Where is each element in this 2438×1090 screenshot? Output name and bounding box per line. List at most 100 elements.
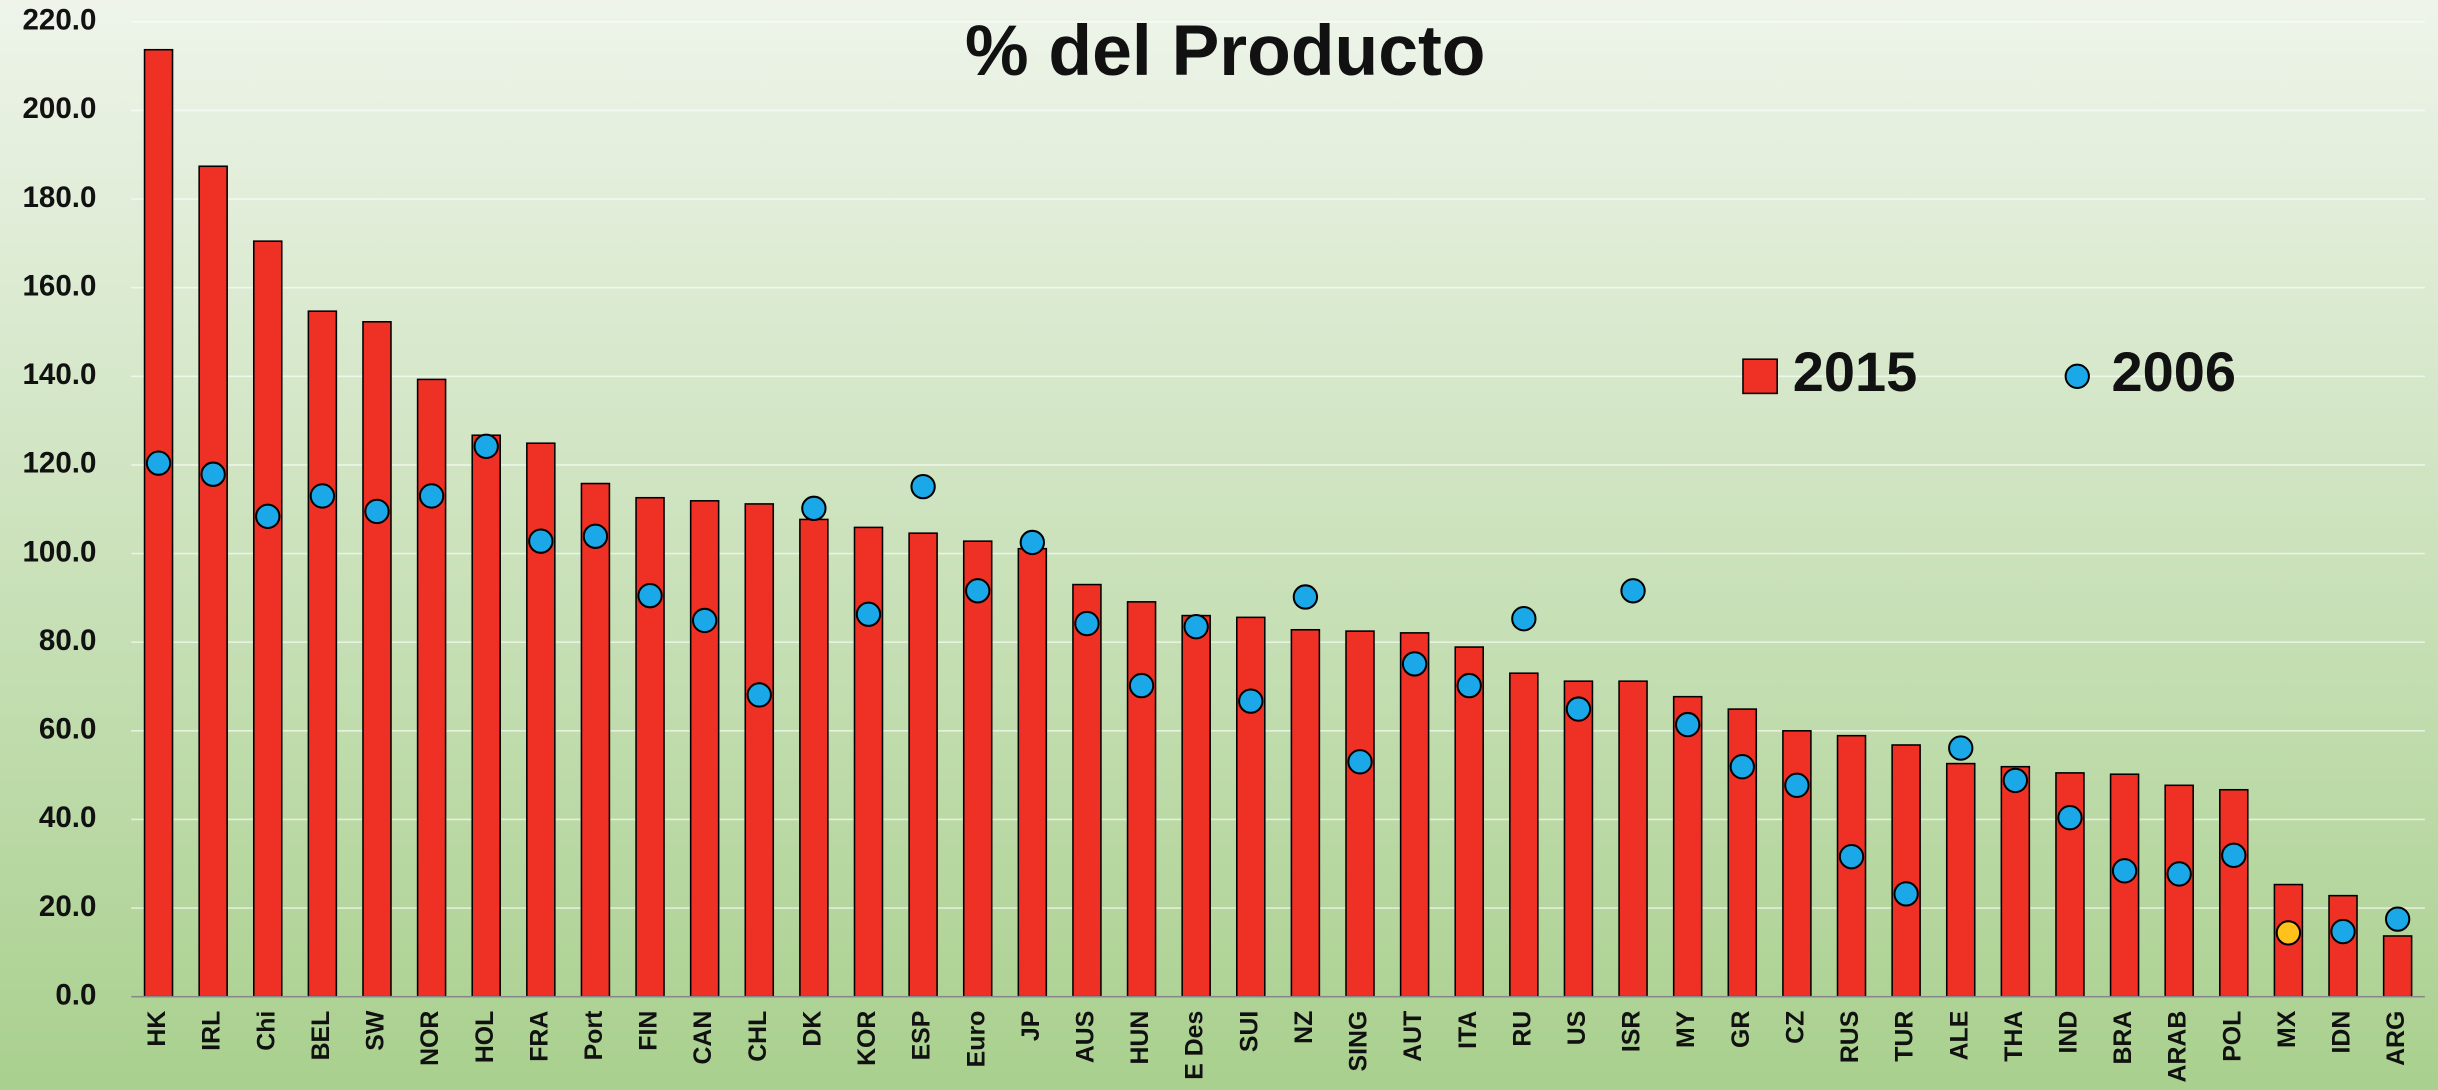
bar — [307, 310, 338, 998]
y-tick-label: 0.0 — [55, 978, 96, 1011]
bar — [143, 48, 174, 998]
x-tick-label: HUN — [1126, 1011, 1154, 1065]
x-tick-label: SUI — [1235, 1011, 1263, 1052]
x-tick-label: Port — [580, 1011, 608, 1061]
x-tick-label: ALE — [1945, 1011, 1973, 1061]
x-tick-label: ARG — [2382, 1011, 2410, 1066]
dot — [582, 523, 609, 549]
dot — [528, 528, 554, 554]
x-tick-label: BRA — [2109, 1011, 2137, 1065]
y-tick-label: 20.0 — [39, 890, 96, 923]
x-tick-label: AUT — [1399, 1011, 1427, 1062]
dot — [1511, 606, 1537, 632]
bar — [1454, 646, 1484, 998]
bar — [1399, 632, 1430, 998]
bar — [1891, 744, 1921, 998]
x-tick-label: HOL — [471, 1011, 499, 1063]
bar — [1236, 616, 1266, 998]
x-tick-label: NZ — [1290, 1011, 1318, 1044]
dot — [2330, 918, 2356, 945]
dot — [309, 483, 336, 509]
dot — [637, 582, 663, 609]
bar — [2109, 773, 2140, 998]
dot — [255, 503, 281, 530]
dot — [1456, 672, 1482, 699]
x-tick-label: ARAB — [2164, 1011, 2192, 1083]
bar — [1672, 695, 1703, 998]
dot — [1128, 672, 1155, 699]
dot — [145, 450, 172, 476]
x-tick-label: ESP — [908, 1011, 936, 1061]
x-tick-label: US — [1563, 1011, 1591, 1046]
x-tick-label: E Des — [1181, 1011, 1209, 1080]
bar — [1345, 630, 1375, 998]
bar — [1618, 680, 1648, 998]
dot — [2221, 842, 2247, 868]
dot — [2111, 858, 2138, 884]
bar — [580, 482, 611, 998]
bar — [198, 165, 228, 998]
y-tick-label: 60.0 — [39, 713, 96, 746]
x-tick-label: POL — [2218, 1011, 2246, 1062]
x-tick-label: AUS — [1072, 1011, 1100, 1064]
legend-swatch — [1742, 358, 1778, 395]
x-tick-label: TUR — [1891, 1011, 1919, 1062]
dot — [1565, 696, 1592, 722]
dot — [691, 607, 718, 634]
x-tick-label: GR — [1727, 1011, 1755, 1048]
bar — [744, 503, 775, 998]
y-tick-label: 100.0 — [22, 535, 96, 568]
dot — [200, 461, 226, 487]
bar — [1017, 547, 1048, 998]
x-tick-label: CZ — [1781, 1011, 1809, 1044]
y-tick-label: 200.0 — [22, 92, 96, 125]
bar — [635, 496, 665, 998]
x-tick-label: IRL — [198, 1011, 226, 1051]
x-tick-label: ISR — [1618, 1011, 1646, 1052]
x-tick-label: MY — [1672, 1010, 1700, 1048]
y-tick-label: 180.0 — [22, 181, 96, 214]
x-tick-label: FIN — [635, 1011, 663, 1051]
x-tick-label: SING — [1345, 1011, 1373, 1072]
dot — [1292, 584, 1319, 610]
legend-swatch — [2064, 363, 2090, 389]
x-tick-label: BEL — [307, 1011, 335, 1061]
y-tick-label: 80.0 — [39, 624, 96, 657]
bar — [471, 434, 501, 998]
dot — [1019, 529, 1046, 556]
bar — [1126, 601, 1157, 998]
bar — [1509, 672, 1539, 998]
y-tick-label: 140.0 — [22, 358, 96, 391]
dot — [1784, 772, 1810, 798]
bar — [2382, 935, 2413, 998]
bar — [2000, 765, 2031, 998]
bar — [853, 526, 884, 998]
bar — [962, 540, 993, 998]
bar — [908, 532, 938, 998]
bar — [2328, 894, 2358, 998]
dot — [1401, 651, 1428, 677]
dot — [1675, 711, 1701, 738]
x-tick-label: FRA — [525, 1011, 553, 1062]
dot — [1729, 754, 1755, 780]
dot — [1238, 688, 1264, 714]
bar — [1563, 680, 1594, 998]
x-tick-label: MX — [2273, 1010, 2301, 1048]
dot — [910, 473, 936, 500]
x-tick-label: IND — [2055, 1011, 2083, 1054]
bar — [1945, 762, 1976, 998]
bar — [1072, 583, 1102, 998]
bar — [689, 500, 720, 998]
x-tick-label: RU — [1508, 1011, 1536, 1047]
dot — [2384, 906, 2411, 932]
x-tick-label: ITA — [1454, 1011, 1482, 1049]
chart-title: % del Producto — [965, 11, 1486, 91]
bar — [799, 518, 829, 998]
bar — [526, 442, 556, 998]
dot — [965, 578, 991, 604]
x-tick-label: Chi — [252, 1011, 280, 1051]
dot — [2002, 767, 2029, 794]
dot — [418, 483, 445, 509]
y-tick-label: 160.0 — [22, 269, 96, 302]
